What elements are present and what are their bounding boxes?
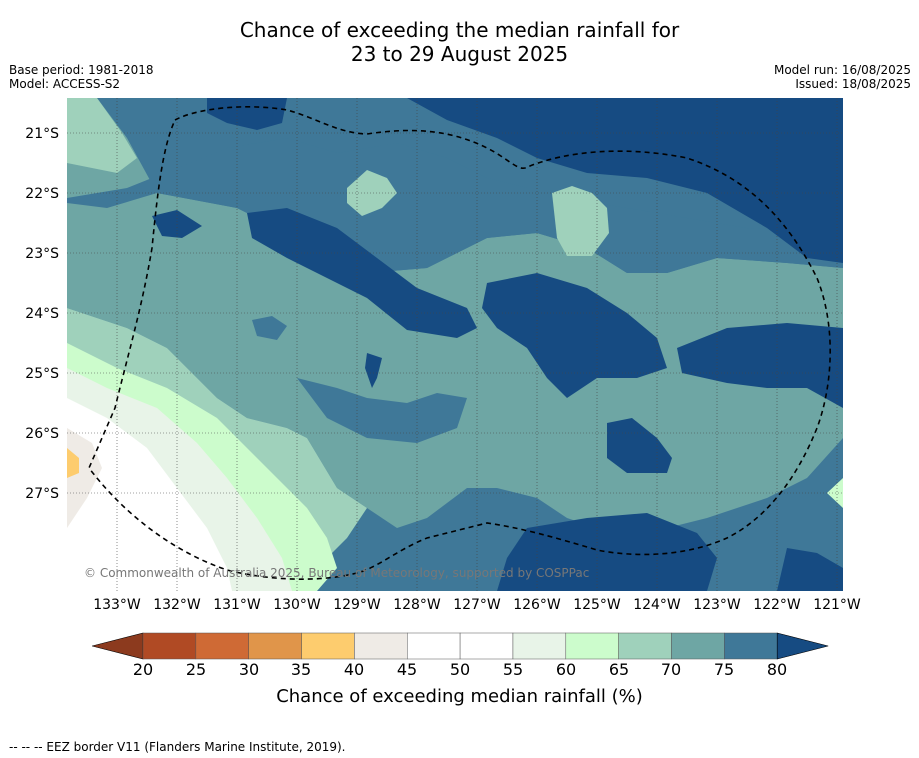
colorbar-segment — [354, 632, 408, 660]
colorbar-tick: 80 — [766, 660, 788, 679]
contour-40-50 — [67, 398, 232, 591]
colorbar-extend-high — [776, 632, 829, 660]
colorbar-segment — [407, 632, 461, 660]
contour-35-40 — [67, 428, 102, 528]
contour-75-80-s — [497, 513, 717, 591]
lon-label-133: 133°W — [93, 597, 141, 613]
lat-label-25: 25°S — [25, 366, 59, 382]
colorbar-tick: 50 — [449, 660, 471, 679]
lat-label-23: 23°S — [25, 246, 59, 262]
colorbar-tick: 30 — [238, 660, 260, 679]
lon-label-124: 124°W — [633, 597, 681, 613]
contour-70-75-small — [252, 316, 287, 340]
contour-75-80-d — [677, 323, 843, 408]
contour-75-80-ne — [407, 98, 843, 263]
lat-label-26: 26°S — [25, 426, 59, 442]
colorbar-segments — [91, 632, 829, 660]
colorbar-segment — [565, 632, 619, 660]
eez-border — [88, 106, 831, 580]
contour-60-65-b — [552, 186, 609, 256]
contour-60-65-topleft — [67, 98, 137, 173]
lon-label-123: 123°W — [693, 597, 741, 613]
colorbar-tick: 70 — [660, 660, 682, 679]
colorbar-tick: 25 — [185, 660, 207, 679]
rainfall-map[interactable] — [67, 98, 843, 591]
colorbar-tick: 75 — [713, 660, 735, 679]
colorbar-segment — [195, 632, 249, 660]
colorbar-label: Chance of exceeding median rainfall (%) — [276, 686, 643, 707]
lat-label-27: 27°S — [25, 486, 59, 502]
title-line-2: 23 to 29 August 2025 — [350, 42, 569, 66]
colorbar-segment — [248, 632, 302, 660]
contour-75-80-e — [365, 353, 382, 388]
copyright-notice: © Commonwealth of Australia 2025, Bureau… — [84, 566, 590, 580]
lat-label-22: 22°S — [25, 186, 59, 202]
contour-75-80-se — [777, 548, 843, 591]
colorbar-svg — [91, 632, 829, 660]
contour-75-80-f — [607, 418, 672, 473]
colorbar-segment — [301, 632, 355, 660]
colorbar-segment — [459, 632, 514, 660]
lon-label-127: 127°W — [453, 597, 501, 613]
colorbar-segment — [618, 632, 672, 660]
model-name: Model: ACCESS-S2 — [9, 77, 121, 91]
contour-75-80-c — [482, 273, 667, 398]
lon-label-129: 129°W — [333, 597, 381, 613]
lon-label-128: 128°W — [393, 597, 441, 613]
colorbar-segment — [671, 632, 725, 660]
contour-75-80-b — [247, 208, 477, 338]
map-title: Chance of exceeding the median rainfall … — [0, 18, 919, 66]
colorbar-tick: 60 — [555, 660, 577, 679]
colorbar-tick: 45 — [396, 660, 418, 679]
map-svg — [67, 98, 843, 591]
colorbar-segment — [724, 632, 778, 660]
colorbar-segment — [142, 632, 197, 660]
colorbar-tick: 65 — [608, 660, 630, 679]
title-line-1: Chance of exceeding the median rainfall … — [239, 18, 680, 42]
colorbar-tick: 55 — [502, 660, 524, 679]
eez-footnote: -- -- -- EEZ border V11 (Flanders Marine… — [9, 740, 346, 754]
lon-label-125: 125°W — [573, 597, 621, 613]
meta-right: Model run: 16/08/2025 Issued: 18/08/2025 — [774, 63, 911, 91]
contour-30-35 — [67, 448, 79, 478]
model-run: Model run: 16/08/2025 — [773, 63, 911, 77]
colorbar-tick: 20 — [132, 660, 154, 679]
lat-label-21: 21°S — [25, 126, 59, 142]
colorbar-tick: 35 — [290, 660, 312, 679]
contour-70-75-center — [297, 378, 467, 443]
contour-75-80-nw — [207, 98, 287, 130]
lon-label-132: 132°W — [153, 597, 201, 613]
meta-left: Base period: 1981-2018 Model: ACCESS-S2 — [9, 63, 154, 91]
lon-label-121: 121°W — [813, 597, 861, 613]
lon-label-126: 126°W — [513, 597, 561, 613]
graticule — [67, 98, 843, 591]
issued-date: Issued: 18/08/2025 — [795, 77, 911, 91]
colorbar-tick: 40 — [343, 660, 365, 679]
lat-label-24: 24°S — [25, 306, 59, 322]
base-period: Base period: 1981-2018 — [9, 63, 154, 77]
lon-label-122: 122°W — [753, 597, 801, 613]
lon-label-130: 130°W — [273, 597, 321, 613]
colorbar-segment — [512, 632, 567, 660]
colorbar-extend-low — [91, 632, 144, 660]
contour-70-75-top — [67, 138, 843, 273]
lon-label-131: 131°W — [213, 597, 261, 613]
colorbar — [91, 632, 832, 664]
contour-60-65-a — [347, 170, 397, 216]
